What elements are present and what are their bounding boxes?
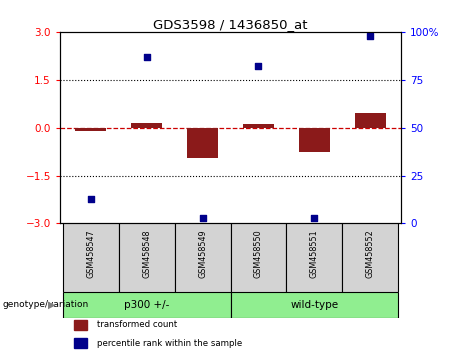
- Bar: [243, 125, 274, 128]
- Text: GSM458547: GSM458547: [86, 229, 95, 278]
- Bar: [343, 223, 398, 292]
- Bar: [286, 223, 343, 292]
- Text: wild-type: wild-type: [290, 300, 338, 310]
- Bar: [230, 292, 398, 318]
- Text: GSM458550: GSM458550: [254, 229, 263, 278]
- Text: ▶: ▶: [48, 300, 56, 310]
- Bar: [175, 223, 230, 292]
- Point: [311, 215, 318, 221]
- Title: GDS3598 / 1436850_at: GDS3598 / 1436850_at: [153, 18, 308, 31]
- Text: GSM458548: GSM458548: [142, 229, 151, 278]
- Point: [143, 54, 150, 59]
- Text: p300 +/-: p300 +/-: [124, 300, 169, 310]
- Bar: [74, 338, 87, 348]
- Text: transformed count: transformed count: [97, 320, 177, 329]
- Point: [255, 63, 262, 69]
- Bar: [131, 123, 162, 128]
- Text: percentile rank within the sample: percentile rank within the sample: [97, 339, 242, 348]
- Bar: [75, 128, 106, 131]
- Text: GSM458552: GSM458552: [366, 229, 375, 278]
- Bar: [74, 320, 87, 330]
- Bar: [355, 113, 386, 128]
- Text: GSM458551: GSM458551: [310, 229, 319, 278]
- Bar: [63, 292, 230, 318]
- Bar: [118, 223, 175, 292]
- Bar: [299, 128, 330, 152]
- Text: GSM458549: GSM458549: [198, 229, 207, 278]
- Text: genotype/variation: genotype/variation: [2, 301, 89, 309]
- Bar: [230, 223, 286, 292]
- Point: [366, 33, 374, 39]
- Bar: [187, 128, 218, 158]
- Point: [199, 215, 206, 221]
- Bar: [63, 223, 118, 292]
- Point: [87, 196, 95, 201]
